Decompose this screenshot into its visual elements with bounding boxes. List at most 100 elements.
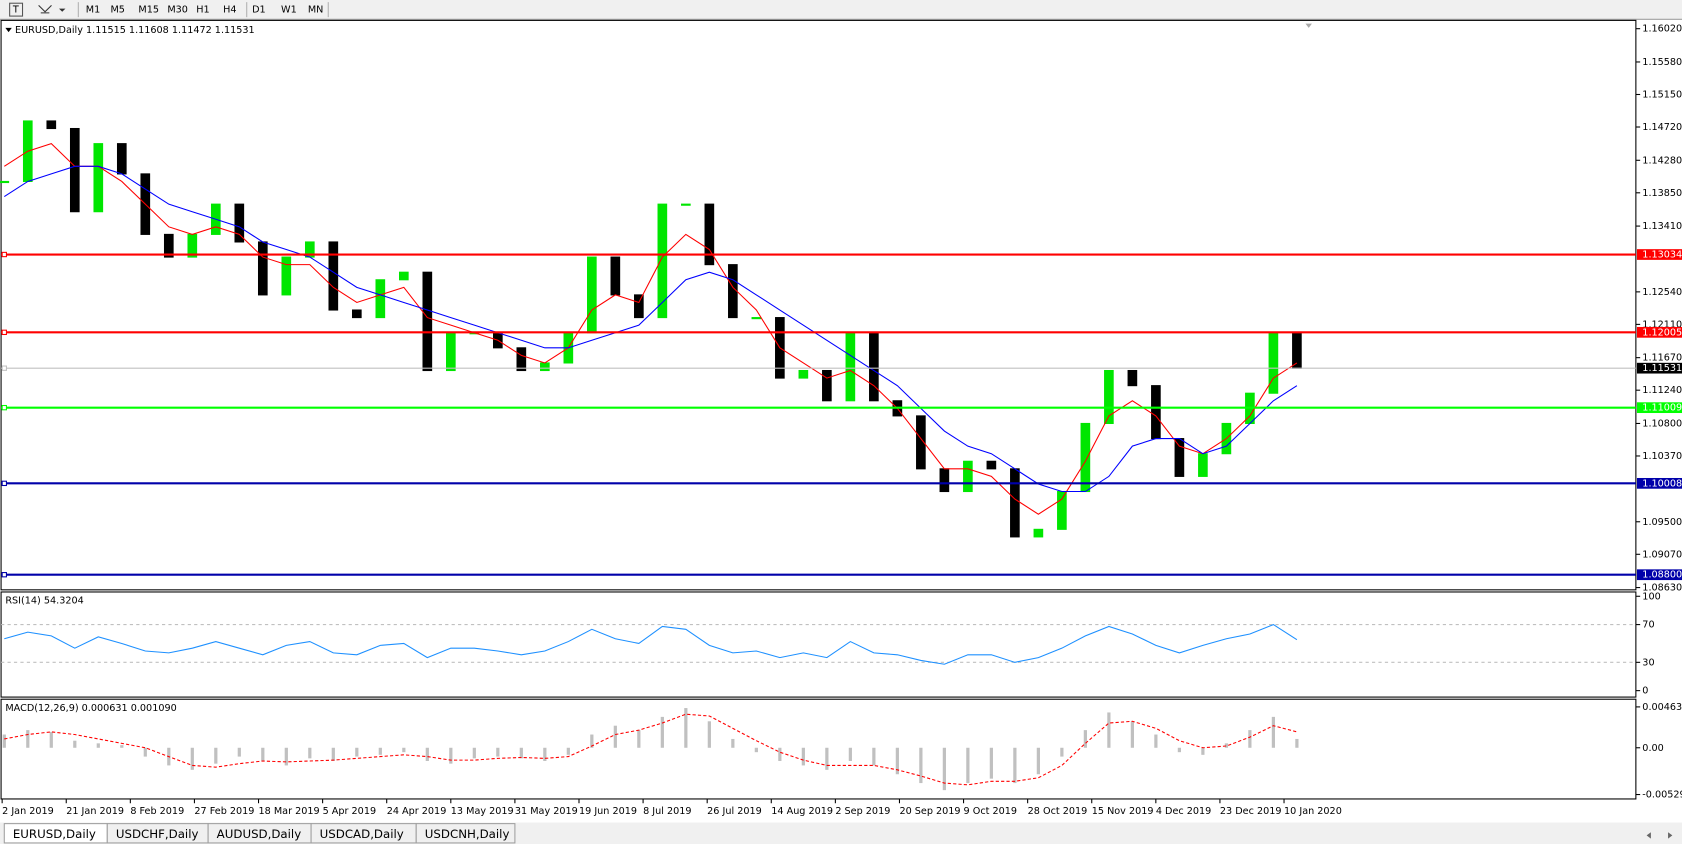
- macd-bar: [96, 743, 100, 748]
- macd-bar: [919, 747, 923, 784]
- timeframe-button[interactable]: M15: [138, 5, 159, 16]
- price-level-label-box: [1636, 249, 1682, 260]
- macd-bar: [190, 747, 194, 770]
- macd-bar: [825, 747, 829, 770]
- price-label: 1.12110: [1642, 319, 1682, 330]
- macd-bar: [1248, 730, 1252, 748]
- candle: [1057, 490, 1067, 530]
- candle: [869, 332, 879, 402]
- candle: [634, 294, 644, 319]
- tab-label[interactable]: USDCNH,Daily: [425, 827, 510, 841]
- price-label: 1.16020: [1642, 24, 1682, 35]
- candle: [351, 309, 362, 319]
- price-label: 1.14720: [1642, 122, 1682, 133]
- bid-line-label: 1.11531: [1642, 363, 1682, 374]
- timeframe-button[interactable]: M30: [167, 5, 188, 16]
- candle: [1151, 385, 1161, 440]
- price-label: 1.10370: [1642, 451, 1682, 462]
- macd-bar: [1060, 747, 1064, 757]
- candle: [540, 362, 550, 372]
- tab-label[interactable]: USDCAD,Daily: [320, 827, 404, 841]
- time-label: 21 Jan 2019: [66, 806, 124, 817]
- time-label: 8 Feb 2019: [130, 806, 184, 817]
- bid-line-label-box: [1636, 362, 1682, 374]
- time-label: 13 May 2019: [451, 806, 514, 817]
- macd-bar: [214, 747, 218, 764]
- arrows-tool-icon[interactable]: [38, 4, 52, 14]
- macd-bar: [1130, 721, 1134, 748]
- timeframe-button[interactable]: H1: [196, 5, 209, 16]
- time-label: 2 Jan 2019: [2, 806, 54, 817]
- indicator-header: MACD(12,26,9) 0.000631 0.001090: [5, 703, 176, 714]
- time-label: 23 Dec 2019: [1220, 806, 1282, 817]
- candle: [681, 203, 691, 206]
- macd-bar: [1201, 747, 1205, 755]
- time-label: 19 Jun 2019: [579, 806, 637, 817]
- candle: [986, 460, 997, 470]
- indicator-tick-label: 0: [1642, 686, 1648, 697]
- price-label: 1.09070: [1642, 549, 1682, 560]
- macd-bar: [120, 745, 124, 748]
- macd-bar: [590, 734, 594, 748]
- macd-bar: [355, 747, 359, 757]
- price-level-label-box: [1636, 402, 1682, 414]
- candle: [69, 127, 80, 213]
- candle: [1080, 422, 1091, 493]
- macd-bar: [637, 730, 641, 748]
- macd-bar: [73, 740, 77, 748]
- tab[interactable]: [415, 823, 516, 844]
- macd-bar: [754, 747, 758, 753]
- macd-bar: [731, 738, 735, 748]
- time-label: 9 Oct 2019: [964, 806, 1017, 817]
- time-label: 24 Apr 2019: [387, 806, 447, 817]
- price-label: 1.13410: [1642, 221, 1682, 232]
- macd-bar: [543, 747, 547, 762]
- timeframe-button[interactable]: D1: [252, 5, 266, 16]
- bid-line-square: [1, 365, 7, 371]
- timeframe-button[interactable]: MN: [308, 5, 324, 16]
- time-label: 28 Oct 2019: [1028, 806, 1088, 817]
- time-label: 27 Feb 2019: [194, 806, 254, 817]
- price-level-label: 1.13034: [1642, 250, 1682, 261]
- tab-label[interactable]: EURUSD,Daily: [13, 827, 96, 841]
- price-level-label: 1.12005: [1642, 327, 1682, 338]
- tab-label[interactable]: AUDUSD,Daily: [217, 827, 302, 841]
- candle: [610, 256, 621, 296]
- candle: [1174, 438, 1185, 477]
- timeframe-button[interactable]: H4: [223, 5, 236, 16]
- candle: [704, 203, 715, 266]
- price-label: 1.15580: [1642, 57, 1682, 68]
- macd-bar: [848, 747, 852, 762]
- macd-bar: [2, 734, 6, 748]
- time-label: 5 Apr 2019: [323, 806, 376, 817]
- toolbar: [0, 0, 1682, 20]
- candle: [375, 279, 386, 319]
- time-label: 10 Jan 2020: [1284, 806, 1342, 817]
- indicator-header: RSI(14) 54.3204: [5, 596, 83, 607]
- time-label: 2 Sep 2019: [835, 806, 890, 817]
- price-level-label-box: [1636, 569, 1682, 581]
- price-label: 1.12540: [1642, 287, 1682, 298]
- timeframe-button[interactable]: M5: [110, 5, 124, 16]
- price-label: 1.08630: [1642, 583, 1682, 594]
- macd-bar: [613, 725, 617, 748]
- rsi-line: [4, 623, 1298, 665]
- price-level-square: [1, 251, 7, 258]
- price-level-square: [1, 480, 7, 487]
- timeframe-button[interactable]: M1: [86, 5, 100, 16]
- candle: [657, 203, 668, 319]
- dropdown-arrow[interactable]: [58, 8, 66, 12]
- price-level-label: 1.08800: [1642, 570, 1682, 581]
- macd-bar: [449, 747, 453, 764]
- macd-bar: [566, 747, 570, 755]
- text-tool-icon[interactable]: [9, 2, 24, 17]
- candle: [939, 468, 950, 493]
- moving-average: [4, 143, 1298, 515]
- collapse-arrow[interactable]: [5, 27, 12, 33]
- tab-label[interactable]: USDCHF,Daily: [116, 827, 199, 841]
- candle: [93, 143, 104, 213]
- timeframe-button[interactable]: W1: [281, 5, 297, 16]
- candle: [398, 271, 409, 281]
- macd-bar: [966, 747, 970, 784]
